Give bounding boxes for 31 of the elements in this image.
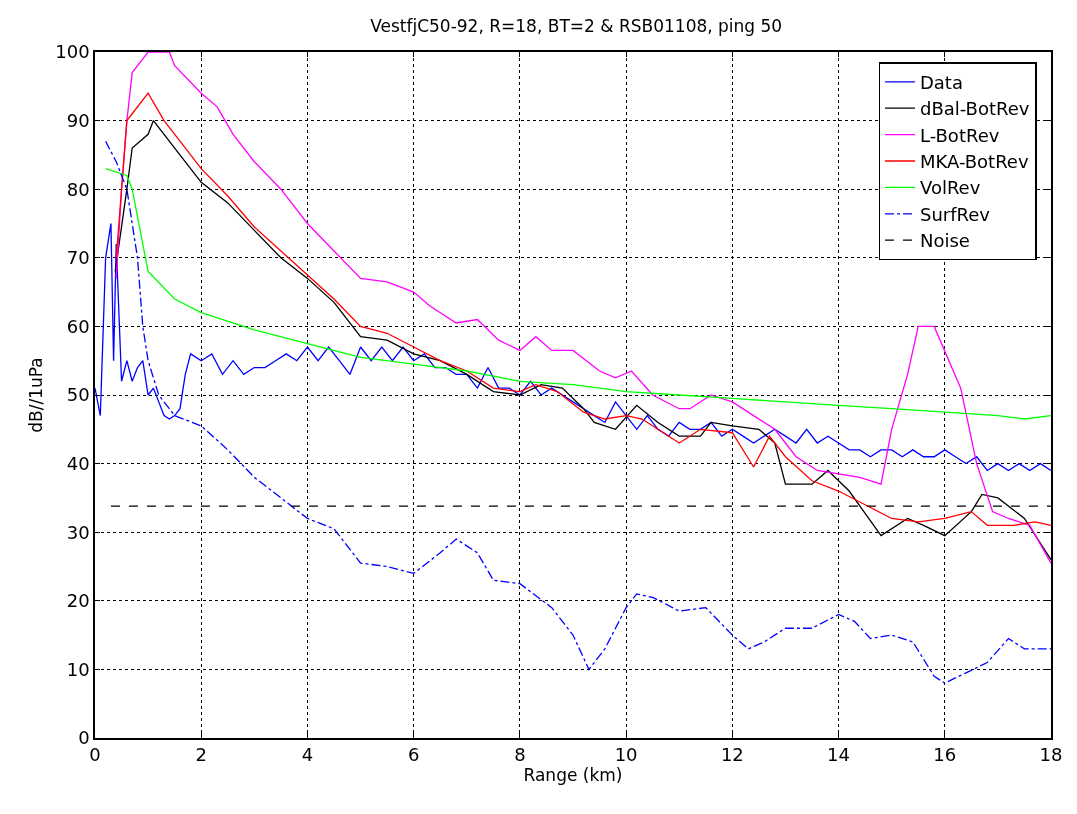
legend-label: Noise	[919, 230, 970, 252]
x-tick-label: 4	[301, 744, 314, 766]
y-tick-label: 0	[78, 727, 90, 749]
legend-label: SurfRev	[919, 203, 991, 225]
x-tick-label: 18	[1039, 744, 1063, 766]
y-tick-label: 80	[66, 178, 90, 200]
x-axis-title: Range (km)	[523, 765, 623, 786]
legend-label: VolRev	[919, 177, 981, 199]
y-tick-label: 60	[66, 315, 90, 337]
line-series	[104, 167, 1051, 420]
legend-label: Data	[919, 71, 963, 93]
y-tick-label: 50	[66, 384, 90, 406]
x-tick-label: 8	[514, 744, 526, 766]
x-tick-label: 10	[614, 744, 638, 766]
x-tick-label: 16	[933, 744, 957, 766]
chart-title: VestfjC50-92, R=18, BT=2 & RSB01108, ping 50	[370, 16, 783, 37]
legend-label: L-BotRev	[919, 124, 1000, 146]
x-tick-label: 6	[407, 744, 420, 766]
x-tick-label: 12	[720, 744, 744, 766]
y-tick-label: 70	[66, 247, 90, 269]
y-tick-label: 40	[66, 452, 90, 474]
y-tick-label: 100	[55, 41, 90, 63]
y-tick-label: 90	[66, 109, 90, 131]
y-tick-label: 20	[66, 590, 90, 612]
x-tick-label: 2	[195, 744, 207, 766]
y-axis-title: dB//1uPa	[26, 357, 47, 433]
y-tick-label: 10	[66, 658, 90, 680]
legend-label: dBal-BotRev	[919, 98, 1030, 120]
legend-label: MKA-BotRev	[919, 151, 1029, 173]
x-tick-label: 14	[827, 744, 851, 766]
y-tick-label: 30	[66, 521, 90, 543]
